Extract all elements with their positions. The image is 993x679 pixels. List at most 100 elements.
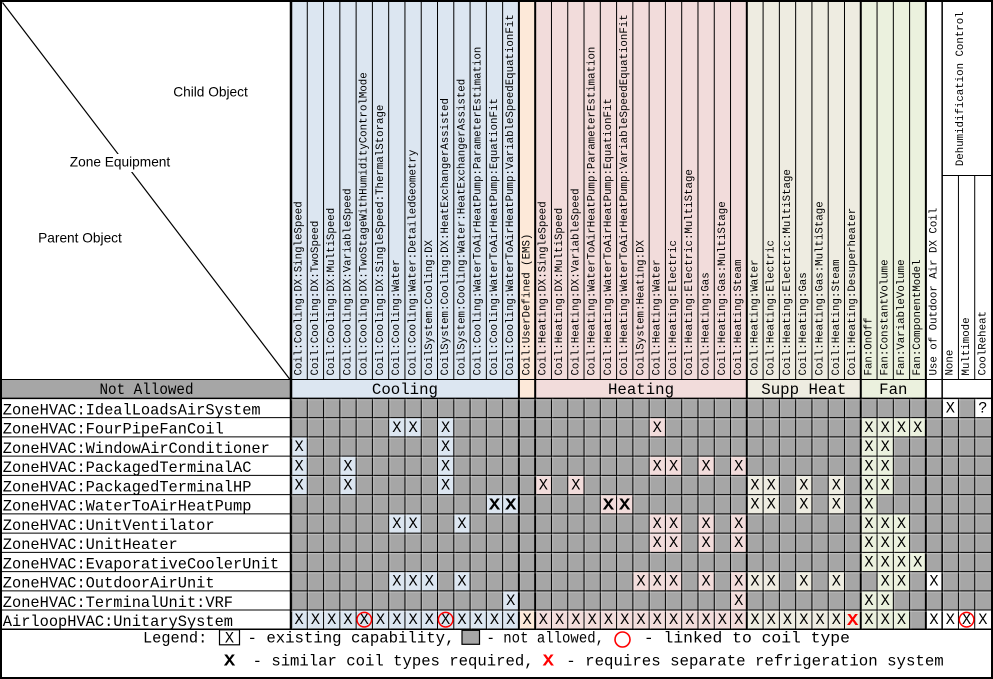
svg-text:X: X	[295, 611, 304, 629]
svg-text:Coil:Heating:Desuperheater: Coil:Heating:Desuperheater	[847, 208, 859, 376]
svg-text:Coil:Heating:Gas:MultiStage: Coil:Heating:Gas:MultiStage	[717, 201, 729, 375]
svg-text:Coil:Cooling:DX:TwoSpeed: Coil:Cooling:DX:TwoSpeed	[310, 221, 322, 376]
svg-text:X: X	[539, 476, 548, 494]
svg-text:ZoneHVAC:UnitVentilator: ZoneHVAC:UnitVentilator	[3, 517, 215, 535]
svg-text:X: X	[408, 515, 417, 533]
svg-text:ZoneHVAC:OutdoorAirUnit: ZoneHVAC:OutdoorAirUnit	[3, 575, 215, 593]
svg-text:ZoneHVAC:UnitHeater: ZoneHVAC:UnitHeater	[3, 536, 178, 554]
svg-text:X: X	[457, 573, 466, 591]
svg-text:X: X	[702, 534, 711, 552]
svg-text:CoilSystem:Cooling:Water:HeatE: CoilSystem:Cooling:Water:HeatExchangerAs…	[456, 79, 468, 376]
svg-text:Parent Object: Parent Object	[38, 231, 122, 246]
svg-text:Coil:Heating:DX:SingleSpeed: Coil:Heating:DX:SingleSpeed	[538, 201, 550, 375]
svg-text:X: X	[734, 534, 743, 552]
svg-text:X: X	[897, 419, 906, 437]
svg-text:?: ?	[978, 400, 987, 418]
svg-text:X: X	[489, 497, 501, 516]
svg-text:X: X	[734, 457, 743, 475]
svg-text:X: X	[669, 573, 678, 591]
svg-text:X: X	[864, 611, 873, 629]
svg-text:X: X	[832, 476, 841, 494]
svg-text:X: X	[425, 611, 434, 629]
svg-text:Fan:OnOff: Fan:OnOff	[863, 317, 875, 375]
svg-text:X: X	[506, 592, 515, 610]
svg-text:Multimode: Multimode	[961, 317, 973, 375]
svg-text:X: X	[750, 476, 759, 494]
svg-text:X: X	[881, 611, 890, 629]
svg-text:X: X	[441, 438, 450, 456]
svg-text:X: X	[897, 573, 906, 591]
svg-text:X: X	[653, 457, 662, 475]
svg-text:X: X	[653, 573, 662, 591]
svg-text:ZoneHVAC:IdealLoadsAirSystem: ZoneHVAC:IdealLoadsAirSystem	[3, 401, 261, 419]
svg-text:X: X	[750, 496, 759, 514]
svg-text:X: X	[685, 611, 694, 629]
svg-text:X: X	[702, 457, 711, 475]
svg-text:Fan:ComponentModel: Fan:ComponentModel	[912, 259, 924, 375]
svg-text:X: X	[881, 534, 890, 552]
svg-text:Coil:Cooling:WaterToAirHeatPum: Coil:Cooling:WaterToAirHeatPump:Variable…	[505, 14, 517, 375]
svg-text:X: X	[619, 497, 631, 516]
svg-text:X: X	[620, 611, 629, 629]
svg-text:X: X	[946, 400, 955, 418]
svg-text:X: X	[897, 534, 906, 552]
svg-text:Cooling: Cooling	[372, 381, 438, 399]
svg-text:X: X	[913, 553, 922, 571]
svg-text:X: X	[847, 612, 859, 631]
svg-text:X: X	[224, 652, 236, 671]
svg-text:X: X	[767, 496, 776, 514]
svg-text:X: X	[457, 515, 466, 533]
svg-text:X: X	[555, 611, 564, 629]
svg-text:X: X	[441, 476, 450, 494]
svg-text:X: X	[603, 497, 615, 516]
svg-text:X: X	[588, 611, 597, 629]
svg-text:X: X	[799, 476, 808, 494]
svg-text:Coil:Cooling:Water:DetailedGeo: Coil:Cooling:Water:DetailedGeometry	[407, 149, 419, 375]
svg-text:X: X	[864, 534, 873, 552]
svg-text:X: X	[636, 611, 645, 629]
svg-text:X: X	[864, 496, 873, 514]
svg-text:X: X	[864, 515, 873, 533]
svg-text:Coil:Cooling:DX:TwoStageWithHu: Coil:Cooling:DX:TwoStageWithHumidityCont…	[359, 72, 371, 375]
svg-text:Coil:Heating:Water: Coil:Heating:Water	[749, 259, 761, 375]
svg-text:X: X	[392, 573, 401, 591]
svg-text:ZoneHVAC:TerminalUnit:VRF: ZoneHVAC:TerminalUnit:VRF	[3, 594, 233, 612]
svg-text:X: X	[718, 611, 727, 629]
svg-text:Dehumidification Control: Dehumidification Control	[955, 11, 967, 166]
svg-text:X: X	[522, 611, 531, 629]
svg-text:X: X	[571, 476, 580, 494]
svg-text:X: X	[506, 611, 515, 629]
svg-text:X: X	[505, 497, 517, 516]
svg-text:X: X	[653, 534, 662, 552]
svg-text:- similar coil types required,: - similar coil types required,	[253, 652, 534, 670]
svg-text:Coil:Heating:DX:MultiSpeed: Coil:Heating:DX:MultiSpeed	[554, 208, 566, 376]
svg-text:Coil:Cooling:Water: Coil:Cooling:Water	[391, 259, 403, 375]
svg-text:None: None	[945, 350, 957, 376]
svg-text:X: X	[767, 573, 776, 591]
svg-text:X: X	[295, 476, 304, 494]
svg-text:X: X	[295, 457, 304, 475]
svg-text:X: X	[425, 573, 434, 591]
svg-text:Fan: Fan	[879, 381, 907, 399]
svg-text:X: X	[783, 611, 792, 629]
svg-text:Coil:Heating:WaterToAirHeatPum: Coil:Heating:WaterToAirHeatPump:Paramete…	[587, 47, 599, 376]
svg-text:X: X	[653, 419, 662, 437]
svg-text:X: X	[881, 592, 890, 610]
svg-text:X: X	[571, 611, 580, 629]
svg-text:X: X	[864, 476, 873, 494]
svg-text:X: X	[539, 611, 548, 629]
svg-text:X: X	[669, 611, 678, 629]
svg-text:Fan:VariableVolume: Fan:VariableVolume	[896, 259, 908, 375]
svg-text:ZoneHVAC:WindowAirConditioner: ZoneHVAC:WindowAirConditioner	[3, 440, 270, 458]
svg-text:X: X	[653, 611, 662, 629]
svg-text:X: X	[343, 476, 352, 494]
svg-text:X: X	[311, 611, 320, 629]
svg-text:X: X	[408, 573, 417, 591]
svg-text:ZoneHVAC:FourPipeFanCoil: ZoneHVAC:FourPipeFanCoil	[3, 421, 224, 439]
svg-text:X: X	[946, 611, 955, 629]
svg-text:X: X	[897, 553, 906, 571]
svg-text:X: X	[702, 573, 711, 591]
svg-text:X: X	[864, 457, 873, 475]
svg-text:X: X	[441, 419, 450, 437]
svg-text:X: X	[360, 611, 369, 629]
